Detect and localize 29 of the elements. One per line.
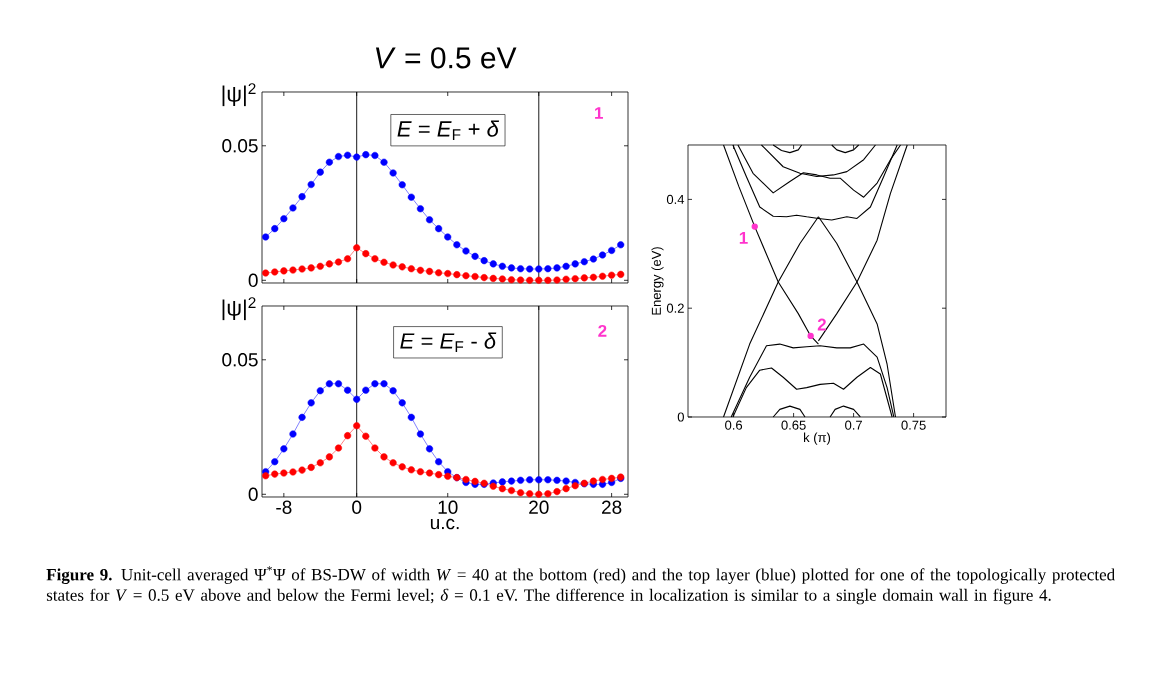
- x-tick-label: 0.75: [901, 420, 926, 430]
- x-tick-label: 28: [602, 500, 622, 514]
- text: Figure 9. Unit-cell averaged Ψ$^{*}$Ψ of BS-DW of width W = 40 at the bottom (red) and the top layer (blue) plotted for one of the topologically protected states for V = 0.5 eV above and below the Fermi level; δ = 0.1 eV. The difference in localization is similar to a single domain wall in figure 4.: [46, 566, 1115, 605]
- y-axis-title: |ψ|$^{2}$: [222, 83, 256, 107]
- x-tick-label: 0.65: [781, 420, 806, 430]
- y-tick-label: 0.4: [666, 194, 685, 204]
- y-tick-label: 0.05: [222, 353, 258, 367]
- annotation: 1: [595, 107, 603, 119]
- y-tick-label: 0: [677, 412, 684, 422]
- annotation: E = E$_{F}$ + δ: [397, 120, 500, 140]
- x-axis-title: u.c.: [430, 518, 459, 530]
- annotation: E = E$_{F}$ - δ: [400, 332, 497, 352]
- annotation: 2: [817, 318, 826, 331]
- y-tick-label: 0: [248, 487, 258, 502]
- chart-title: V = 0.5 eV: [375, 47, 517, 69]
- x-tick-label: 0.6: [725, 420, 743, 430]
- annotation: 1: [739, 232, 748, 244]
- x-tick-label: -8: [276, 500, 292, 514]
- x-tick-label: 0.7: [845, 420, 862, 430]
- y-axis-title: Energy (eV): [651, 247, 664, 315]
- y-axis-title: |ψ|$^{2}$: [222, 297, 256, 321]
- y-tick-label: 0.2: [666, 303, 684, 313]
- x-tick-label: 10: [438, 500, 458, 514]
- y-tick-label: 0: [248, 273, 258, 288]
- annotation: 2: [598, 324, 607, 337]
- y-tick-label: 0.05: [222, 139, 258, 153]
- x-axis-title: k (π): [804, 432, 831, 445]
- x-tick-label: 0: [352, 500, 362, 514]
- x-tick-label: 20: [529, 500, 549, 514]
